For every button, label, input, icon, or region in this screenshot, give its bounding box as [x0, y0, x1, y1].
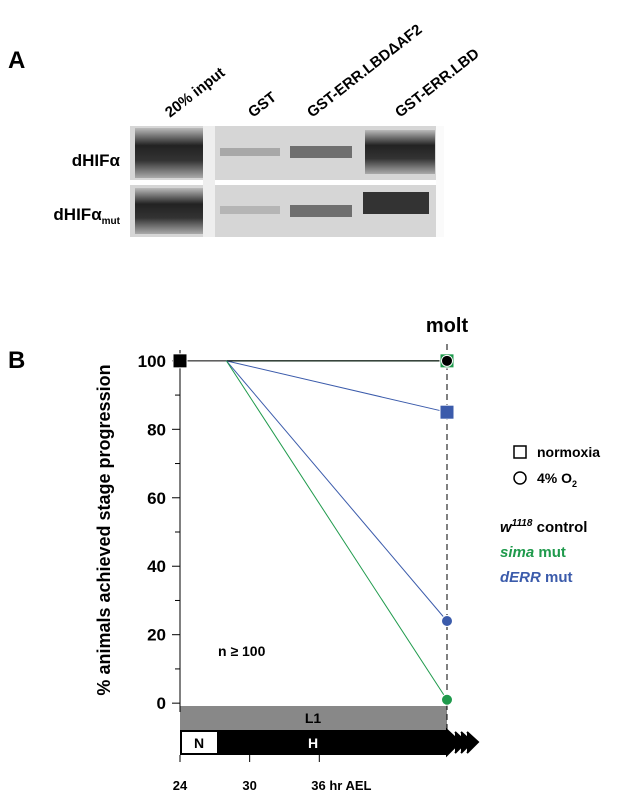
marker	[441, 693, 453, 706]
x-tick-label: 30	[242, 778, 256, 793]
genotype-name: dERR	[500, 569, 541, 586]
genotype-name: w	[500, 519, 513, 536]
marker	[441, 354, 453, 367]
marker	[441, 615, 453, 627]
row-label-main: dHIFα	[53, 205, 102, 224]
stage-bar	[180, 730, 447, 755]
genotype-rest: mut	[534, 544, 566, 561]
y-tick-label: 0	[157, 694, 166, 713]
y-tick-label: 60	[147, 489, 166, 508]
legend-label: 4% O2	[537, 470, 577, 489]
series-line	[226, 360, 448, 622]
series-line	[226, 360, 448, 413]
x-tick-label: 36 hr AEL	[311, 778, 371, 793]
legend-genotype: w1118 control	[500, 518, 587, 536]
row-label-sub: mut	[102, 216, 121, 227]
genotype-name: sima	[500, 544, 534, 561]
annotation: n ≥ 100	[218, 643, 266, 659]
stage-bar	[182, 732, 217, 753]
lane-label: 20% input	[162, 64, 228, 121]
legend-genotype: sima mut	[500, 544, 566, 561]
stage-label: N	[194, 735, 204, 751]
legend-label: normoxia	[537, 444, 600, 460]
legend-marker	[513, 445, 527, 459]
row-label: dHIFαmut	[53, 205, 120, 227]
y-tick-label: 40	[147, 557, 166, 576]
blot	[130, 126, 444, 237]
y-axis-label: % animals achieved stage progression	[94, 364, 114, 695]
genotype-rest: mut	[541, 569, 573, 586]
panel-label: A	[8, 47, 25, 74]
panel-label: B	[8, 347, 25, 374]
chart-title: molt	[426, 315, 469, 337]
x-tick-label: 24	[173, 778, 188, 793]
lane-label: GST-ERR.LBD	[392, 45, 483, 121]
legend-marker	[513, 471, 527, 485]
legend-genotype: dERR mut	[500, 569, 573, 586]
lane-label: GST	[245, 89, 280, 121]
stage-label: L1	[305, 710, 322, 726]
row-label: dHIFα	[72, 151, 121, 170]
y-tick-label: 20	[147, 626, 166, 645]
legend-label-main: normoxia	[537, 444, 600, 460]
arrow	[446, 727, 480, 758]
y-tick-label: 80	[147, 420, 166, 439]
genotype-sup: 1118	[512, 518, 533, 529]
marker	[439, 404, 455, 420]
stage-bar	[180, 706, 447, 730]
stage-label: H	[308, 735, 318, 751]
series-line	[226, 360, 448, 701]
marker	[172, 353, 188, 369]
y-tick-label: 100	[138, 352, 166, 371]
legend-label-sub: 2	[572, 479, 577, 489]
legend-label-main: 4% O	[537, 470, 572, 486]
genotype-rest: control	[532, 519, 587, 536]
